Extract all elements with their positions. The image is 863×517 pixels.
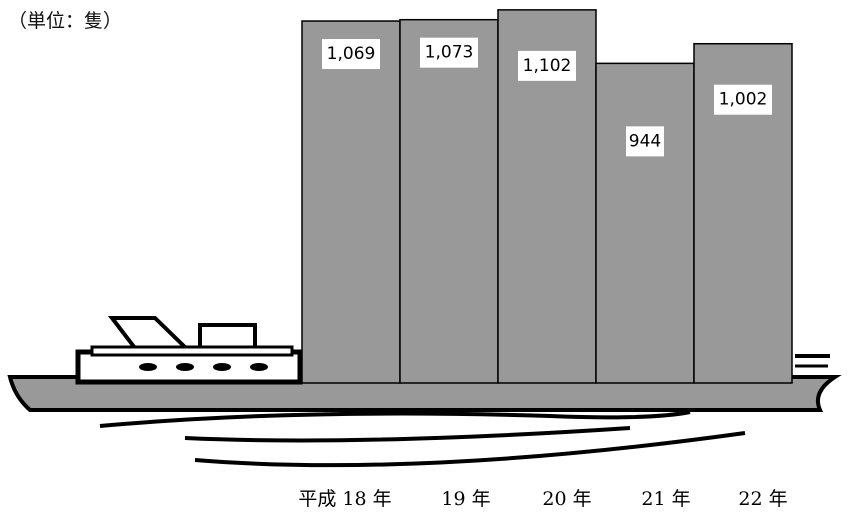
- bar-5: [693, 42, 793, 384]
- data-label-5: 1,002: [719, 90, 768, 110]
- ship-hull: [7, 375, 842, 412]
- unit-label: （単位：隻）: [8, 10, 123, 32]
- data-label-bg-2: [420, 37, 478, 68]
- category-label-2: 19 年: [441, 488, 490, 510]
- category-label-1: 平成 18 年: [298, 488, 391, 510]
- porthole: [250, 363, 268, 371]
- data-label-3: 1,102: [523, 56, 572, 76]
- bar-2: [399, 18, 499, 384]
- category-label-4: 21 年: [641, 488, 690, 510]
- category-labels: 平成 18 年 19 年 20 年 21 年 22 年: [298, 488, 787, 510]
- category-label-3: 20 年: [542, 488, 591, 510]
- bar-1: [301, 20, 401, 384]
- data-label-bg-1: [322, 39, 380, 70]
- wave-line: [99, 410, 691, 428]
- wave-line: [184, 426, 631, 443]
- ship-cabin-top: [90, 345, 294, 357]
- porthole: [213, 363, 231, 371]
- bar-4: [595, 62, 695, 384]
- category-label-5: 22 年: [738, 488, 787, 510]
- data-label-bg-4: [626, 126, 664, 157]
- data-label-4: 944: [629, 131, 661, 151]
- data-label-1: 1,069: [327, 44, 376, 64]
- data-label-bg-3: [518, 50, 576, 81]
- data-label-2: 1,073: [425, 43, 474, 63]
- bars-layer: 1,069 1,073 1,102 944 1,002: [301, 9, 793, 384]
- data-label-bg-5: [714, 84, 772, 115]
- porthole: [176, 363, 194, 371]
- porthole: [139, 363, 157, 371]
- wave-line: [194, 431, 746, 468]
